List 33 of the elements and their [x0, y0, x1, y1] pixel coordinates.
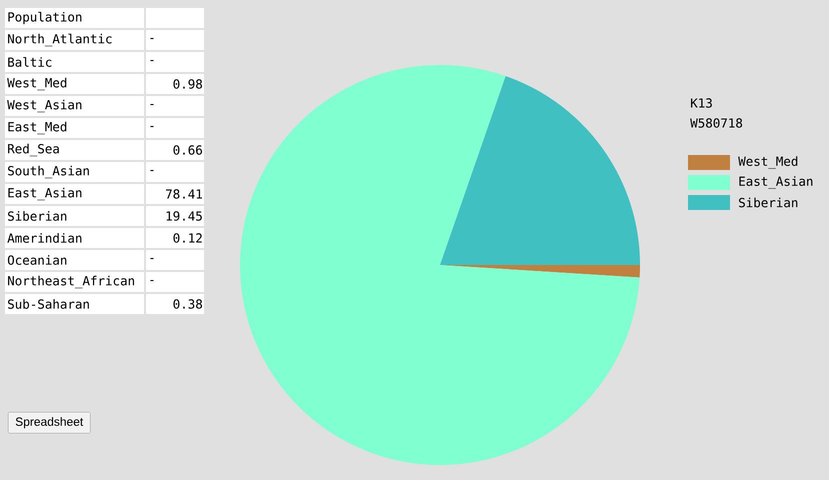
data-label: 0.12 — [174, 233, 202, 243]
data-label: - — [150, 126, 154, 128]
data-label: - — [150, 104, 154, 106]
legend-label: Siberian — [739, 198, 798, 208]
category-label: Baltic — [8, 57, 52, 67]
category-label: Oceanian — [8, 255, 66, 265]
category-label: Northeast_African — [8, 276, 134, 288]
data-label: - — [150, 170, 154, 172]
category-label: North_Atlantic — [8, 34, 112, 46]
data-label: - — [150, 258, 154, 260]
category-label: South_Asian — [8, 166, 89, 178]
category-label: Sub-Saharan — [8, 299, 89, 309]
category-label: East_Asian — [8, 188, 82, 200]
category-label: Siberian — [8, 211, 66, 221]
text: Spreadsheet — [16, 417, 84, 428]
data-label: 0.66 — [174, 145, 202, 155]
category-label: Amerindian — [7, 233, 82, 243]
data-label: - — [150, 280, 154, 282]
category-label: West_Med — [7, 78, 66, 90]
legend-label: East_Asian — [739, 176, 812, 189]
category-label: Red_Sea — [8, 144, 59, 156]
data-label: - — [150, 60, 154, 62]
data-label: 19.45 — [166, 211, 202, 221]
legend-label: West_Med — [738, 156, 798, 169]
data-label: 78.41 — [166, 189, 202, 199]
category-label: West_Asian — [7, 100, 82, 112]
text: K13 — [691, 98, 712, 108]
data-label: 0.98 — [174, 79, 202, 89]
data-label: 0.38 — [174, 299, 202, 309]
text: Population — [8, 12, 82, 24]
text: W580718 — [690, 118, 742, 128]
data-label: - — [150, 38, 154, 40]
category-label: East_Med — [8, 122, 66, 134]
